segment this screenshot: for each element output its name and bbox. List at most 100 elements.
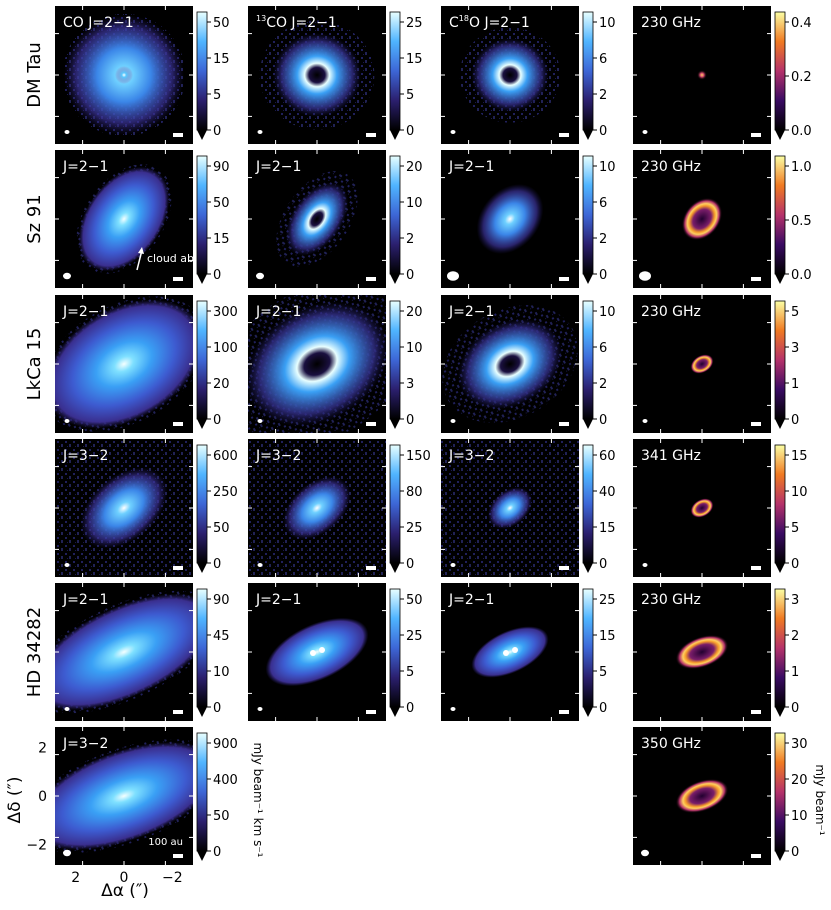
x-tick-label: 0	[120, 870, 129, 886]
colorbar-tick-label: 10	[406, 196, 423, 211]
colorbar-tick-label: 20	[406, 160, 423, 175]
colorbar-gradient	[196, 11, 208, 131]
colorbar-tick-label: 300	[213, 305, 238, 320]
colorbar-extend	[390, 563, 400, 573]
panel-label: J=2−1	[62, 304, 108, 320]
continuum-ring	[681, 197, 723, 241]
y-tick-label: −2	[26, 837, 47, 853]
colorbar-tick-label: 0.0	[791, 124, 812, 139]
scale-bar	[751, 566, 761, 570]
cbar-unit-line: mJy beam⁻¹ km s⁻¹	[251, 743, 265, 858]
colorbar-tick-label: 2	[599, 377, 607, 392]
panel-label: 13CO J=2−1	[256, 14, 337, 31]
colorbar-tick-label: 25	[406, 16, 423, 31]
emission-peak	[319, 647, 325, 653]
emission-peak	[503, 650, 509, 656]
colorbar-tick-label: 0	[406, 268, 414, 283]
scale-bar-label: 100 au	[148, 837, 183, 848]
emission-ring	[272, 33, 362, 117]
colorbar-tick-label: 0	[599, 268, 607, 283]
colorbar-tick-label: 0	[213, 557, 221, 572]
beam-ellipse	[450, 707, 456, 711]
beam-ellipse	[257, 130, 263, 134]
colorbar-tick-label: 25	[406, 629, 423, 644]
colorbar-tick-label: 0.2	[791, 70, 812, 85]
colorbar-tick-label: 6	[599, 196, 607, 211]
colorbar-tick-label: 0.0	[791, 268, 812, 283]
colorbar: 150 80 25 0	[389, 444, 431, 573]
colorbar-gradient	[774, 444, 786, 564]
panel-r4-c0: J=2−1	[55, 583, 193, 721]
scale-bar	[559, 133, 569, 137]
colorbar-gradient	[196, 732, 208, 852]
continuum-ring	[675, 634, 729, 670]
scale-bar	[173, 710, 183, 714]
colorbar-extend	[583, 563, 593, 573]
colorbar-tick-label: 10	[599, 160, 616, 175]
colorbar-tick-label: 80	[406, 485, 423, 500]
colorbar-gradient	[389, 588, 401, 708]
continuum-ring	[690, 498, 714, 518]
colorbar-tick-label: 0	[213, 413, 221, 428]
colorbar-extend	[775, 563, 785, 573]
panel-label: 230 GHz	[641, 304, 701, 320]
colorbar-tick-label: 90	[213, 160, 230, 175]
colorbar-tick-label: 15	[599, 521, 616, 536]
colorbar: 90 45 10 0	[196, 588, 230, 717]
colorbar: 0.4 0.2 0.0	[774, 11, 812, 140]
colorbar-tick-label: 5	[213, 88, 221, 103]
colorbar-gradient	[389, 11, 401, 131]
panel-label: J=3−2	[448, 448, 494, 464]
scale-bar	[366, 710, 376, 714]
colorbar: 300 100 20 0	[196, 300, 238, 429]
panel-r2-c0: J=2−1	[55, 295, 193, 433]
emission-ring	[285, 182, 349, 256]
panel-r4-c2: J=2−1	[441, 583, 579, 721]
row-label: LkCa 15	[24, 328, 45, 401]
beam-ellipse	[450, 419, 456, 423]
colorbar-tick-label: 0	[599, 701, 607, 716]
colorbar-gradient	[582, 588, 594, 708]
scale-bar	[559, 277, 569, 281]
emission-disk	[55, 299, 193, 429]
colorbar-gradient	[774, 155, 786, 275]
colorbar: 60 40 15 0	[582, 444, 616, 573]
colorbar-tick-label: 10	[213, 665, 230, 680]
emission-disk	[80, 467, 168, 549]
colorbar-tick-label: 0	[213, 124, 221, 139]
emission-disk	[265, 617, 369, 687]
panel-r0-c3: 230 GHz	[633, 6, 771, 144]
panel-r4-c1: J=2−1	[248, 583, 386, 721]
panel-label: 230 GHz	[641, 159, 701, 175]
colorbar-gradient	[774, 588, 786, 708]
colorbar-extend	[583, 419, 593, 429]
colorbar-tick-label: 3	[406, 377, 414, 392]
y-axis-label: Δδ (″)	[5, 776, 25, 823]
beam-ellipse	[257, 563, 263, 567]
colorbar: 90 50 15 0	[196, 155, 230, 284]
emission-disk	[283, 476, 351, 540]
colorbar-tick-label: 0	[213, 701, 221, 716]
colorbar-tick-label: 0	[791, 701, 799, 716]
beam-ellipse	[63, 272, 71, 280]
colorbar-tick-label: 1	[791, 665, 799, 680]
colorbar: 10 6 2 0	[582, 300, 616, 429]
panel-label: J=2−1	[255, 592, 301, 608]
arrow-head	[138, 247, 144, 254]
emission-ring	[248, 301, 386, 427]
beam-ellipse	[257, 419, 263, 423]
panel-r1-c1: J=2−1	[248, 150, 386, 288]
beam-ellipse	[639, 271, 651, 281]
emission-disk	[55, 741, 193, 851]
colorbar-tick-label: 25	[406, 521, 423, 536]
colorbar-tick-label: 0	[791, 413, 799, 428]
colorbar-tick-label: 2	[406, 232, 414, 247]
emission-disk	[55, 593, 193, 711]
colorbar: 5 3 1 0	[774, 300, 799, 429]
colorbar-tick-label: 90	[213, 593, 230, 608]
colorbar-extend	[775, 419, 785, 429]
colorbar-tick-label: 60	[599, 449, 616, 464]
panel-label: J=2−1	[255, 159, 301, 175]
